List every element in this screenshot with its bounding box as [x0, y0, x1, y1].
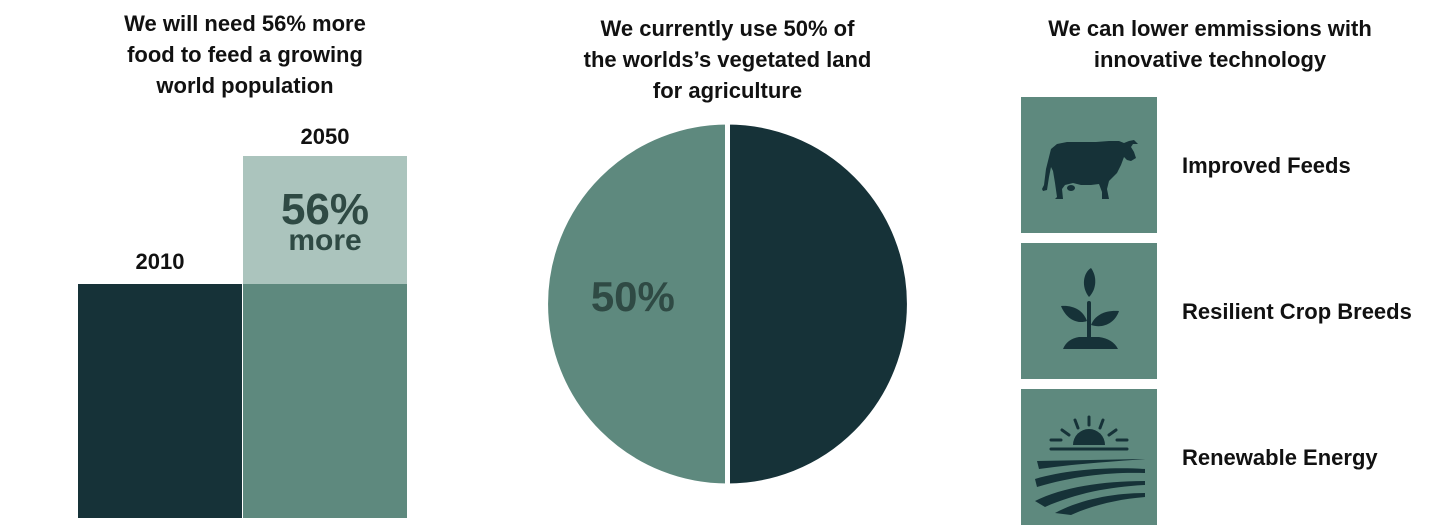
pie-slice-1: [543, 120, 730, 489]
feature-tile: [1021, 389, 1157, 525]
panel-title-land: We currently use 50% of the worlds’s veg…: [583, 16, 872, 103]
increase-more-label: more: [288, 224, 362, 257]
bar-2050-increase: [243, 156, 407, 284]
increase-percent-label: 56%: [280, 185, 370, 234]
feature-tile: [1021, 243, 1157, 379]
panel-title-technology: We can lower emmissions with innovative …: [1048, 16, 1372, 72]
pie-slice-2: [725, 120, 912, 489]
bar-label-2050: 2050: [300, 124, 350, 149]
feature-label: Renewable Energy: [1182, 444, 1378, 470]
land-use-pie-chart: 50%: [543, 120, 912, 489]
bar-label-2010: 2010: [135, 249, 185, 274]
sunrise-field-icon: [1035, 415, 1145, 515]
bar-2050-base: [243, 284, 407, 518]
pie-data-label: 50%: [591, 273, 675, 320]
cow-icon: [1042, 140, 1138, 199]
feature-label: Improved Feeds: [1182, 152, 1351, 178]
panel-title-food: We will need 56% more food to feed a gro…: [124, 11, 366, 98]
feature-tile: [1021, 97, 1157, 233]
sprout-icon: [1061, 268, 1119, 349]
bar-2010: [78, 284, 242, 518]
feature-label: Resilient Crop Breeds: [1182, 298, 1412, 324]
